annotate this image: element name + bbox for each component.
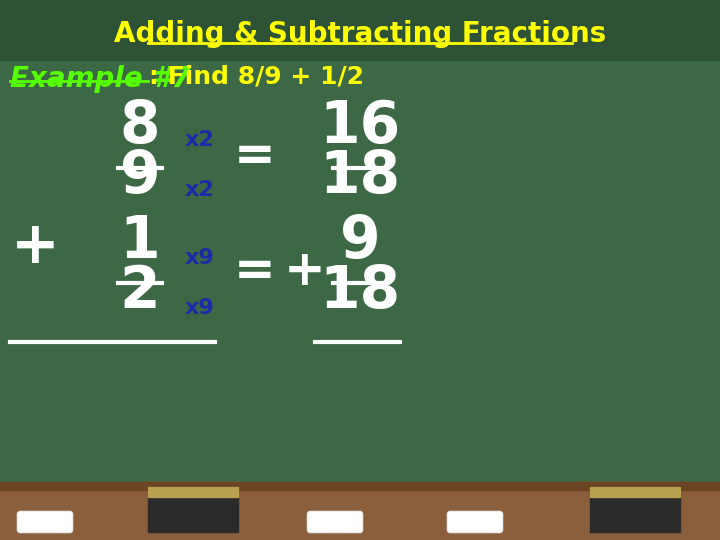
Text: +: + <box>11 218 59 275</box>
Text: 9: 9 <box>120 148 161 205</box>
Text: x2: x2 <box>185 130 215 150</box>
Text: Adding & Subtracting Fractions: Adding & Subtracting Fractions <box>114 20 606 48</box>
Bar <box>148 487 238 497</box>
Text: 8: 8 <box>120 98 161 155</box>
Bar <box>590 487 680 532</box>
Text: Example #7: Example #7 <box>10 65 191 93</box>
Bar <box>0 482 720 490</box>
Text: 1: 1 <box>120 213 161 270</box>
Text: 2: 2 <box>120 263 161 320</box>
Text: =: = <box>234 132 276 180</box>
Text: 16: 16 <box>320 98 400 155</box>
Bar <box>590 487 680 497</box>
Text: x2: x2 <box>185 180 215 200</box>
Text: x9: x9 <box>185 248 215 268</box>
Bar <box>148 487 238 532</box>
FancyBboxPatch shape <box>307 511 363 533</box>
Bar <box>0 482 720 540</box>
Text: 9: 9 <box>340 213 380 270</box>
Text: 18: 18 <box>320 263 400 320</box>
Text: +: + <box>284 247 326 295</box>
Text: 18: 18 <box>320 148 400 205</box>
Text: =: = <box>234 247 276 295</box>
Text: : Find 8/9 + 1/2: : Find 8/9 + 1/2 <box>149 65 364 89</box>
FancyBboxPatch shape <box>17 511 73 533</box>
Bar <box>0 0 720 60</box>
FancyBboxPatch shape <box>447 511 503 533</box>
Text: x9: x9 <box>185 298 215 318</box>
